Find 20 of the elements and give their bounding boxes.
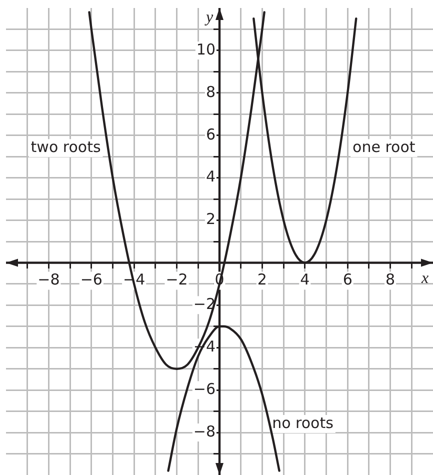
y-tick-label: −8 <box>193 422 216 440</box>
y-tick-label: −6 <box>193 380 216 398</box>
x-axis-title: x <box>420 270 429 287</box>
x-tick-label: 8 <box>386 270 396 289</box>
y-axis-title: y <box>204 9 214 26</box>
y-tick-label: 4 <box>206 168 216 186</box>
x-tick-label: −8 <box>38 270 60 289</box>
annotation: two roots <box>30 138 101 156</box>
x-tick-label: 4 <box>300 270 310 289</box>
annotation: no roots <box>272 414 334 432</box>
y-tick-label: 6 <box>206 125 216 144</box>
y-tick-label: −2 <box>193 295 216 314</box>
y-tick-label: 2 <box>206 210 216 228</box>
y-tick-label: 10 <box>196 40 216 58</box>
y-tick-label: 8 <box>206 82 216 101</box>
x-tick-label: −2 <box>166 270 188 289</box>
x-tick-label: 6 <box>342 270 352 289</box>
annotation: one root <box>352 138 416 156</box>
x-tick-label: −6 <box>80 270 102 289</box>
x-tick-label: 2 <box>257 270 267 289</box>
